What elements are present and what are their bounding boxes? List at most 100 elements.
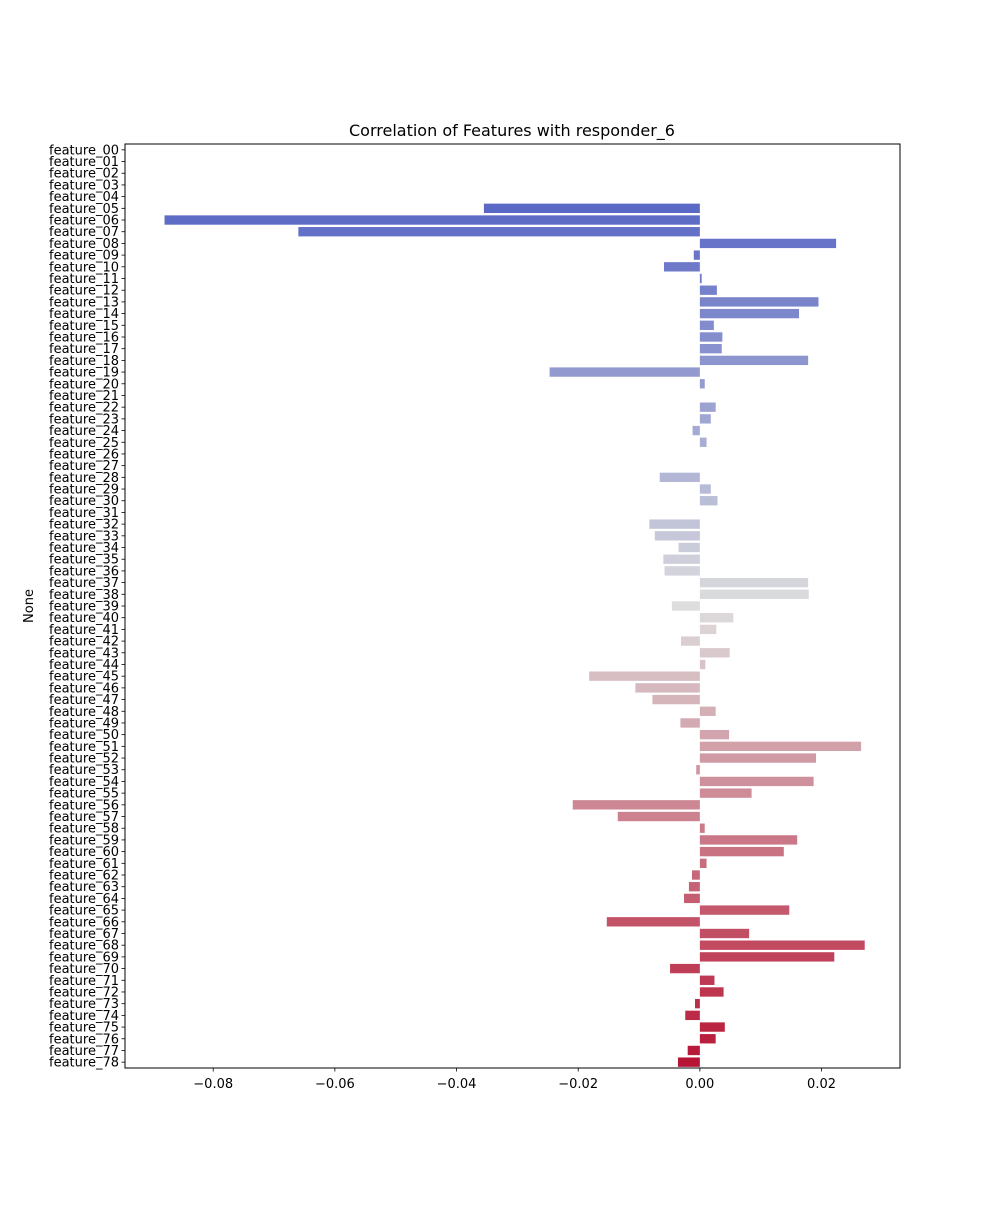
bar-feature_70 xyxy=(670,963,700,974)
chart-title: Correlation of Features with responder_6 xyxy=(349,121,675,141)
y-tick-label: feature_64 xyxy=(49,892,119,907)
y-tick-label: feature_76 xyxy=(49,1032,119,1047)
bar-feature_33 xyxy=(654,531,700,541)
y-tick-label: feature_50 xyxy=(49,728,119,743)
bar-feature_38 xyxy=(699,589,809,599)
y-tick-label: feature_07 xyxy=(49,225,119,240)
bar-feature_39 xyxy=(671,601,700,611)
bar-feature_18 xyxy=(699,355,809,366)
bar-feature_71 xyxy=(699,975,715,985)
y-tick-label: feature_70 xyxy=(49,962,119,977)
bar-feature_08 xyxy=(699,238,837,249)
y-tick-label: feature_53 xyxy=(49,763,119,778)
y-tick-label: feature_17 xyxy=(49,342,119,357)
y-tick-label: feature_31 xyxy=(49,506,119,521)
bar-feature_66 xyxy=(606,917,700,927)
bar-feature_22 xyxy=(699,402,716,412)
y-tick-label: feature_15 xyxy=(49,319,119,334)
bar-feature_10 xyxy=(663,262,700,272)
bar-feature_56 xyxy=(572,800,700,810)
bar-feature_32 xyxy=(649,519,700,529)
bar-feature_75 xyxy=(699,1022,725,1032)
bar-feature_74 xyxy=(685,1010,700,1021)
bar-feature_17 xyxy=(699,344,722,354)
y-tick-label: feature_13 xyxy=(49,295,119,310)
y-tick-label: feature_68 xyxy=(49,939,119,954)
bar-feature_51 xyxy=(699,741,862,752)
bar-feature_73 xyxy=(694,998,700,1009)
y-tick-label: feature_06 xyxy=(49,214,119,229)
y-tick-label: feature_08 xyxy=(49,237,119,252)
bar-feature_50 xyxy=(699,729,730,740)
bar-feature_06 xyxy=(164,215,700,225)
y-tick-label: feature_74 xyxy=(49,1009,119,1024)
bar-feature_78 xyxy=(677,1057,700,1067)
y-tick-label: feature_23 xyxy=(49,412,119,427)
y-tick-label: feature_42 xyxy=(49,635,119,650)
bar-feature_48 xyxy=(699,706,716,716)
y-tick-label: feature_27 xyxy=(49,459,119,474)
y-tick-label: feature_34 xyxy=(49,541,119,556)
x-tick-label: −0.08 xyxy=(193,1077,233,1092)
bar-feature_61 xyxy=(699,858,707,868)
y-tick-label: feature_03 xyxy=(49,178,119,193)
bar-feature_24 xyxy=(692,425,700,436)
bar-feature_05 xyxy=(483,203,700,214)
y-tick-label: feature_00 xyxy=(49,143,119,158)
y-tick-label: feature_69 xyxy=(49,950,119,965)
y-tick-label: feature_45 xyxy=(49,670,119,685)
bar-feature_58 xyxy=(699,823,705,833)
y-tick-label: feature_21 xyxy=(49,389,119,404)
y-tick-label: feature_55 xyxy=(49,787,119,802)
y-tick-label: feature_63 xyxy=(49,880,119,895)
y-tick-label: feature_39 xyxy=(49,600,119,615)
bar-feature_34 xyxy=(678,542,700,553)
y-tick-label: feature_52 xyxy=(49,752,119,767)
bar-feature_09 xyxy=(693,250,700,260)
y-tick-label: feature_57 xyxy=(49,810,119,825)
y-tick-label: feature_61 xyxy=(49,857,119,872)
y-tick-label: feature_41 xyxy=(49,623,119,638)
bar-feature_47 xyxy=(652,694,700,705)
y-tick-label: feature_25 xyxy=(49,436,119,451)
y-tick-label: feature_43 xyxy=(49,646,119,661)
bar-feature_60 xyxy=(699,846,784,857)
bar-feature_45 xyxy=(589,671,700,681)
bar-feature_69 xyxy=(699,952,835,962)
bar-feature_30 xyxy=(699,496,718,506)
bar-feature_65 xyxy=(699,905,790,915)
y-tick-label: feature_09 xyxy=(49,249,119,264)
bar-feature_62 xyxy=(691,870,700,880)
bar-feature_16 xyxy=(699,332,723,342)
bar-feature_37 xyxy=(699,577,809,588)
y-tick-label: feature_59 xyxy=(49,833,119,848)
y-tick-label: feature_37 xyxy=(49,576,119,591)
bar-feature_25 xyxy=(699,437,707,447)
bar-feature_35 xyxy=(663,554,700,564)
y-tick-label: feature_04 xyxy=(49,190,119,205)
bar-feature_28 xyxy=(659,472,700,483)
y-tick-label: feature_22 xyxy=(49,401,119,416)
bar-feature_20 xyxy=(699,379,705,389)
y-tick-label: feature_47 xyxy=(49,693,119,708)
y-tick-label: feature_01 xyxy=(49,155,119,170)
y-tick-label: feature_28 xyxy=(49,471,119,486)
y-tick-label: feature_02 xyxy=(49,167,119,182)
bar-feature_59 xyxy=(699,835,798,845)
bar-feature_53 xyxy=(696,765,700,775)
y-tick-label: feature_29 xyxy=(49,483,119,498)
bar-feature_29 xyxy=(699,484,711,494)
y-tick-label: feature_62 xyxy=(49,869,119,884)
bar-feature_49 xyxy=(680,718,700,728)
bar-feature_63 xyxy=(688,882,700,892)
y-tick-label: feature_66 xyxy=(49,915,119,930)
y-tick-label: feature_73 xyxy=(49,997,119,1012)
y-tick-label: feature_78 xyxy=(49,1056,119,1071)
y-tick-label: feature_36 xyxy=(49,564,119,579)
bar-feature_44 xyxy=(699,659,706,670)
bar-feature_54 xyxy=(699,776,814,787)
bar-feature_42 xyxy=(681,636,700,646)
y-tick-label: feature_05 xyxy=(49,202,119,217)
